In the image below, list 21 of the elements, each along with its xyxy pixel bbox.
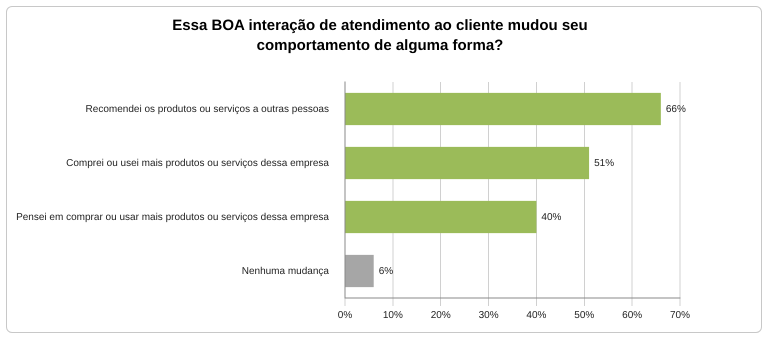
data-label: 66%	[666, 104, 686, 115]
x-tick-label: 60%	[622, 310, 642, 321]
bar	[346, 146, 590, 180]
x-tick-label: 10%	[382, 310, 403, 321]
y-tick-label: Pensei em comprar ou usar mais produtos ou serviços dessa empresa	[16, 212, 330, 223]
x-tick-label: 70%	[670, 310, 690, 321]
x-tick-label: 50%	[574, 310, 594, 321]
data-label: 6%	[378, 266, 394, 277]
x-tick-label: 0%	[338, 310, 352, 321]
y-tick-label: Nenhuma mudança	[242, 266, 330, 277]
y-tick-label: Recomendei os produtos ou serviços a outras pessoas	[86, 104, 329, 115]
data-label: 40%	[541, 212, 562, 223]
bar	[346, 200, 536, 234]
data-label: 51%	[594, 158, 614, 169]
bar	[346, 92, 661, 126]
bar	[346, 254, 374, 288]
chart-title: Essa BOA interação de atendimento ao cliente mudou seu comportamento de alguma forma?	[171, 16, 589, 56]
x-tick-label: 40%	[526, 310, 547, 321]
y-tick-label: Comprei ou usei mais produtos ou serviços dessa empresa	[66, 158, 330, 169]
x-tick-label: 20%	[430, 310, 451, 321]
x-tick-label: 30%	[478, 310, 499, 321]
